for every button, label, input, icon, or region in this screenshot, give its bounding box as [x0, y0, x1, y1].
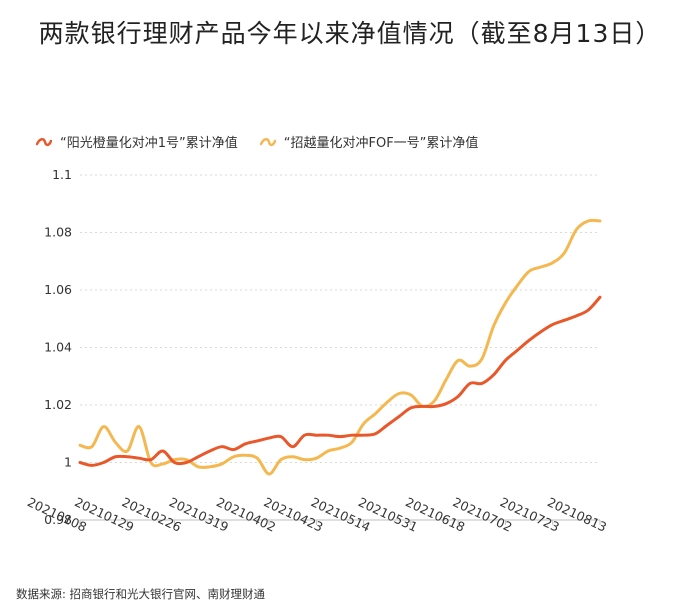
legend: “阳光橙量化对冲1号”累计净值 “招越量化对冲FOF一号”累计净值: [36, 132, 500, 151]
legend-item-series-2[interactable]: “招越量化对冲FOF一号”累计净值: [259, 132, 479, 151]
y-tick-label: 1.02: [44, 397, 72, 412]
y-tick-label: 1.04: [44, 340, 72, 355]
legend-swatch-series-2: [259, 135, 276, 149]
y-tick-label: 1: [64, 455, 72, 470]
series-line-2: [78, 218, 602, 476]
legend-label-series-2: “招越量化对冲FOF一号”累计净值: [283, 136, 479, 151]
y-tick-label: 1.06: [44, 282, 72, 297]
series-line-1: [78, 295, 602, 467]
data-source-note: 数据来源: 招商银行和光大银行官网、南财理财通: [16, 587, 266, 601]
y-tick-label: 0.98: [44, 512, 72, 527]
legend-item-series-1[interactable]: “阳光橙量化对冲1号”累计净值: [36, 132, 238, 151]
y-tick-label: 1.08: [44, 225, 72, 240]
chart-title: 两款银行理财产品今年以来净值情况（截至8月13日）: [38, 19, 662, 48]
grid: [80, 174, 600, 463]
legend-label-series-1: “阳光橙量化对冲1号”累计净值: [60, 136, 238, 151]
series-lines: [78, 218, 602, 476]
tick-labels: 0.9811.021.041.061.081.12021010820210129…: [25, 167, 609, 535]
legend-swatch-series-1: [36, 135, 52, 149]
axes: [79, 519, 601, 525]
y-tick-label: 1.1: [52, 167, 72, 182]
